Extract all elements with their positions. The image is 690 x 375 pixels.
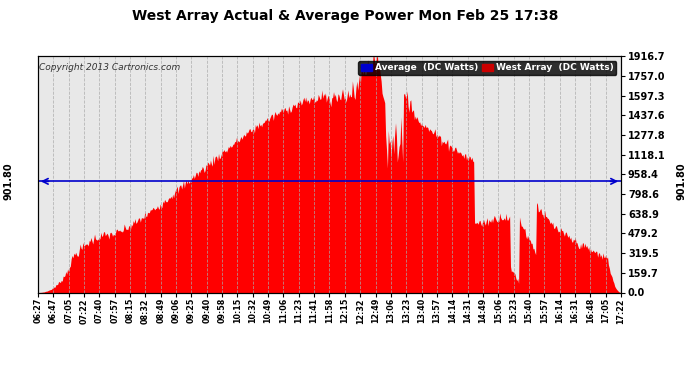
Text: West Array Actual & Average Power Mon Feb 25 17:38: West Array Actual & Average Power Mon Fe… xyxy=(132,9,558,23)
Text: Copyright 2013 Cartronics.com: Copyright 2013 Cartronics.com xyxy=(39,63,180,72)
Text: 901.80: 901.80 xyxy=(677,162,687,200)
Legend: Average  (DC Watts), West Array  (DC Watts): Average (DC Watts), West Array (DC Watts… xyxy=(359,61,616,75)
Text: 901.80: 901.80 xyxy=(3,162,13,200)
